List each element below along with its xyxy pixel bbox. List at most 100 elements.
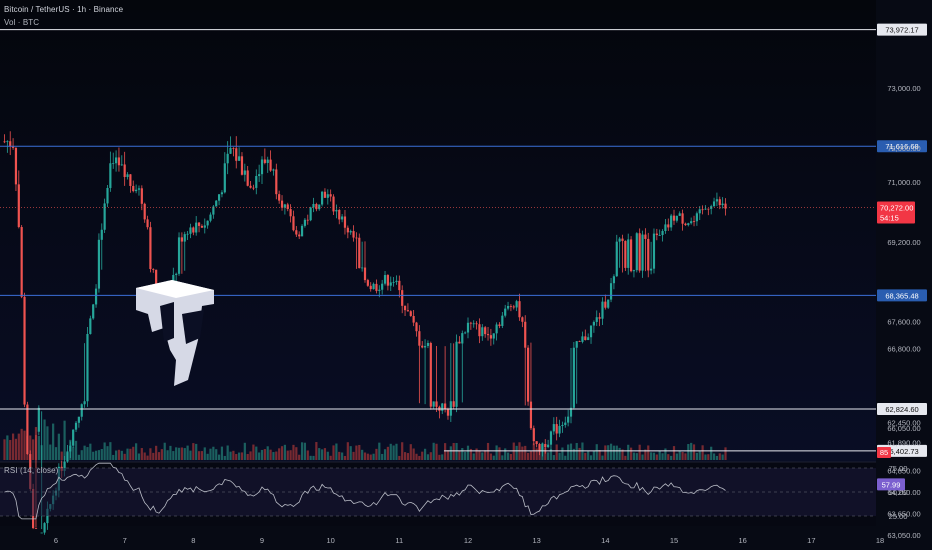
candle-body [260,159,264,175]
rsi-level-label: 50.00 [889,488,908,497]
candle-body [17,184,20,228]
candle-body [343,216,347,228]
volume-bar [509,454,513,460]
volume-bar [532,443,535,460]
candle-body [598,317,601,319]
candle-body [675,215,678,221]
candle-body [280,200,284,208]
price-level-label: 68,365.48 [885,291,918,300]
candle-body [43,523,46,533]
volume-bar [83,445,86,460]
candle-body [578,341,581,342]
volume-bar [37,435,40,460]
candle-body [258,174,261,177]
volume-bar [498,447,501,460]
volume-bar [100,449,103,460]
candle-body [349,231,352,233]
time-tick-label: 16 [738,536,746,545]
volume-bar [575,443,578,460]
volume-bar [135,443,138,460]
volume-bar [217,454,221,460]
candle-body [206,220,209,226]
volume-bar [638,444,641,460]
volume-bar [286,450,289,460]
volume-bar [635,453,638,460]
volume-bar [558,452,561,460]
candle-body [707,208,710,210]
candle-body [197,222,201,226]
volume-bar [215,449,218,460]
candle-body [355,237,358,239]
rsi-legend[interactable]: RSI (14, close) [4,466,59,475]
candle-body [69,445,72,452]
volume-bar [721,454,724,460]
volume-bar [704,454,707,460]
volume-bar [698,451,701,460]
candle-body [143,203,146,220]
candle-body [212,206,215,215]
volume-bar [74,440,78,460]
candle-body [266,159,269,163]
time-axis-background [0,526,932,550]
volume-bar [710,446,713,460]
candle-body [552,424,555,432]
volume-bar [595,444,598,460]
volume-bar [607,445,610,460]
volume-bar [421,451,424,460]
candle-body [183,234,186,242]
candle-body [684,223,687,226]
volume-bar [143,452,146,460]
volume-bar [418,455,421,460]
volume-bar [140,448,143,460]
candle-body [14,147,18,185]
candle-body [146,219,149,228]
volume-bar [441,454,444,460]
candle-body [309,207,312,221]
volume-bar [229,451,232,460]
time-tick-label: 11 [395,536,403,545]
candle-body [6,141,9,143]
volume-bar [160,449,163,460]
candle-body [635,233,638,271]
candle-body [698,209,701,214]
candle-body [524,321,527,348]
volume-bar [54,447,58,460]
candle-body [604,301,607,308]
price-tick-label: 72,000.00 [887,144,920,153]
volume-bar [655,454,658,460]
volume-bar [300,442,304,460]
volume-bar [6,435,9,460]
symbol-title[interactable]: Bitcoin / TetherUS · 1h · Binance [4,5,124,14]
volume-bar [578,447,581,460]
volume-bar [572,448,575,460]
candle-body [458,341,461,344]
volume-legend[interactable]: Vol · BTC [4,18,40,27]
volume-bar [567,444,570,460]
candle-body [77,416,80,423]
volume-bar [240,452,244,460]
volume-bar [395,443,398,460]
candle-body [647,238,650,271]
volume-bar [652,452,656,460]
volume-bar [492,455,495,460]
price-tick-label: 66,050.00 [887,424,920,433]
volume-bar [406,453,410,460]
candle-body [3,141,6,143]
volume-bar [547,452,550,460]
candle-body [395,280,398,282]
volume-bar [86,447,89,460]
volume-bar [584,452,587,460]
candle-body [512,306,515,308]
candle-body [135,189,138,192]
volume-bar [146,455,149,460]
candle-body [352,231,355,238]
volume-bar [432,442,435,460]
volume-bar [60,451,63,460]
candle-body [272,169,275,171]
time-tick-label: 12 [464,536,472,545]
volume-bar [109,442,112,460]
volume-bar [183,448,186,460]
candle-body [63,461,66,471]
candle-body [444,403,447,410]
